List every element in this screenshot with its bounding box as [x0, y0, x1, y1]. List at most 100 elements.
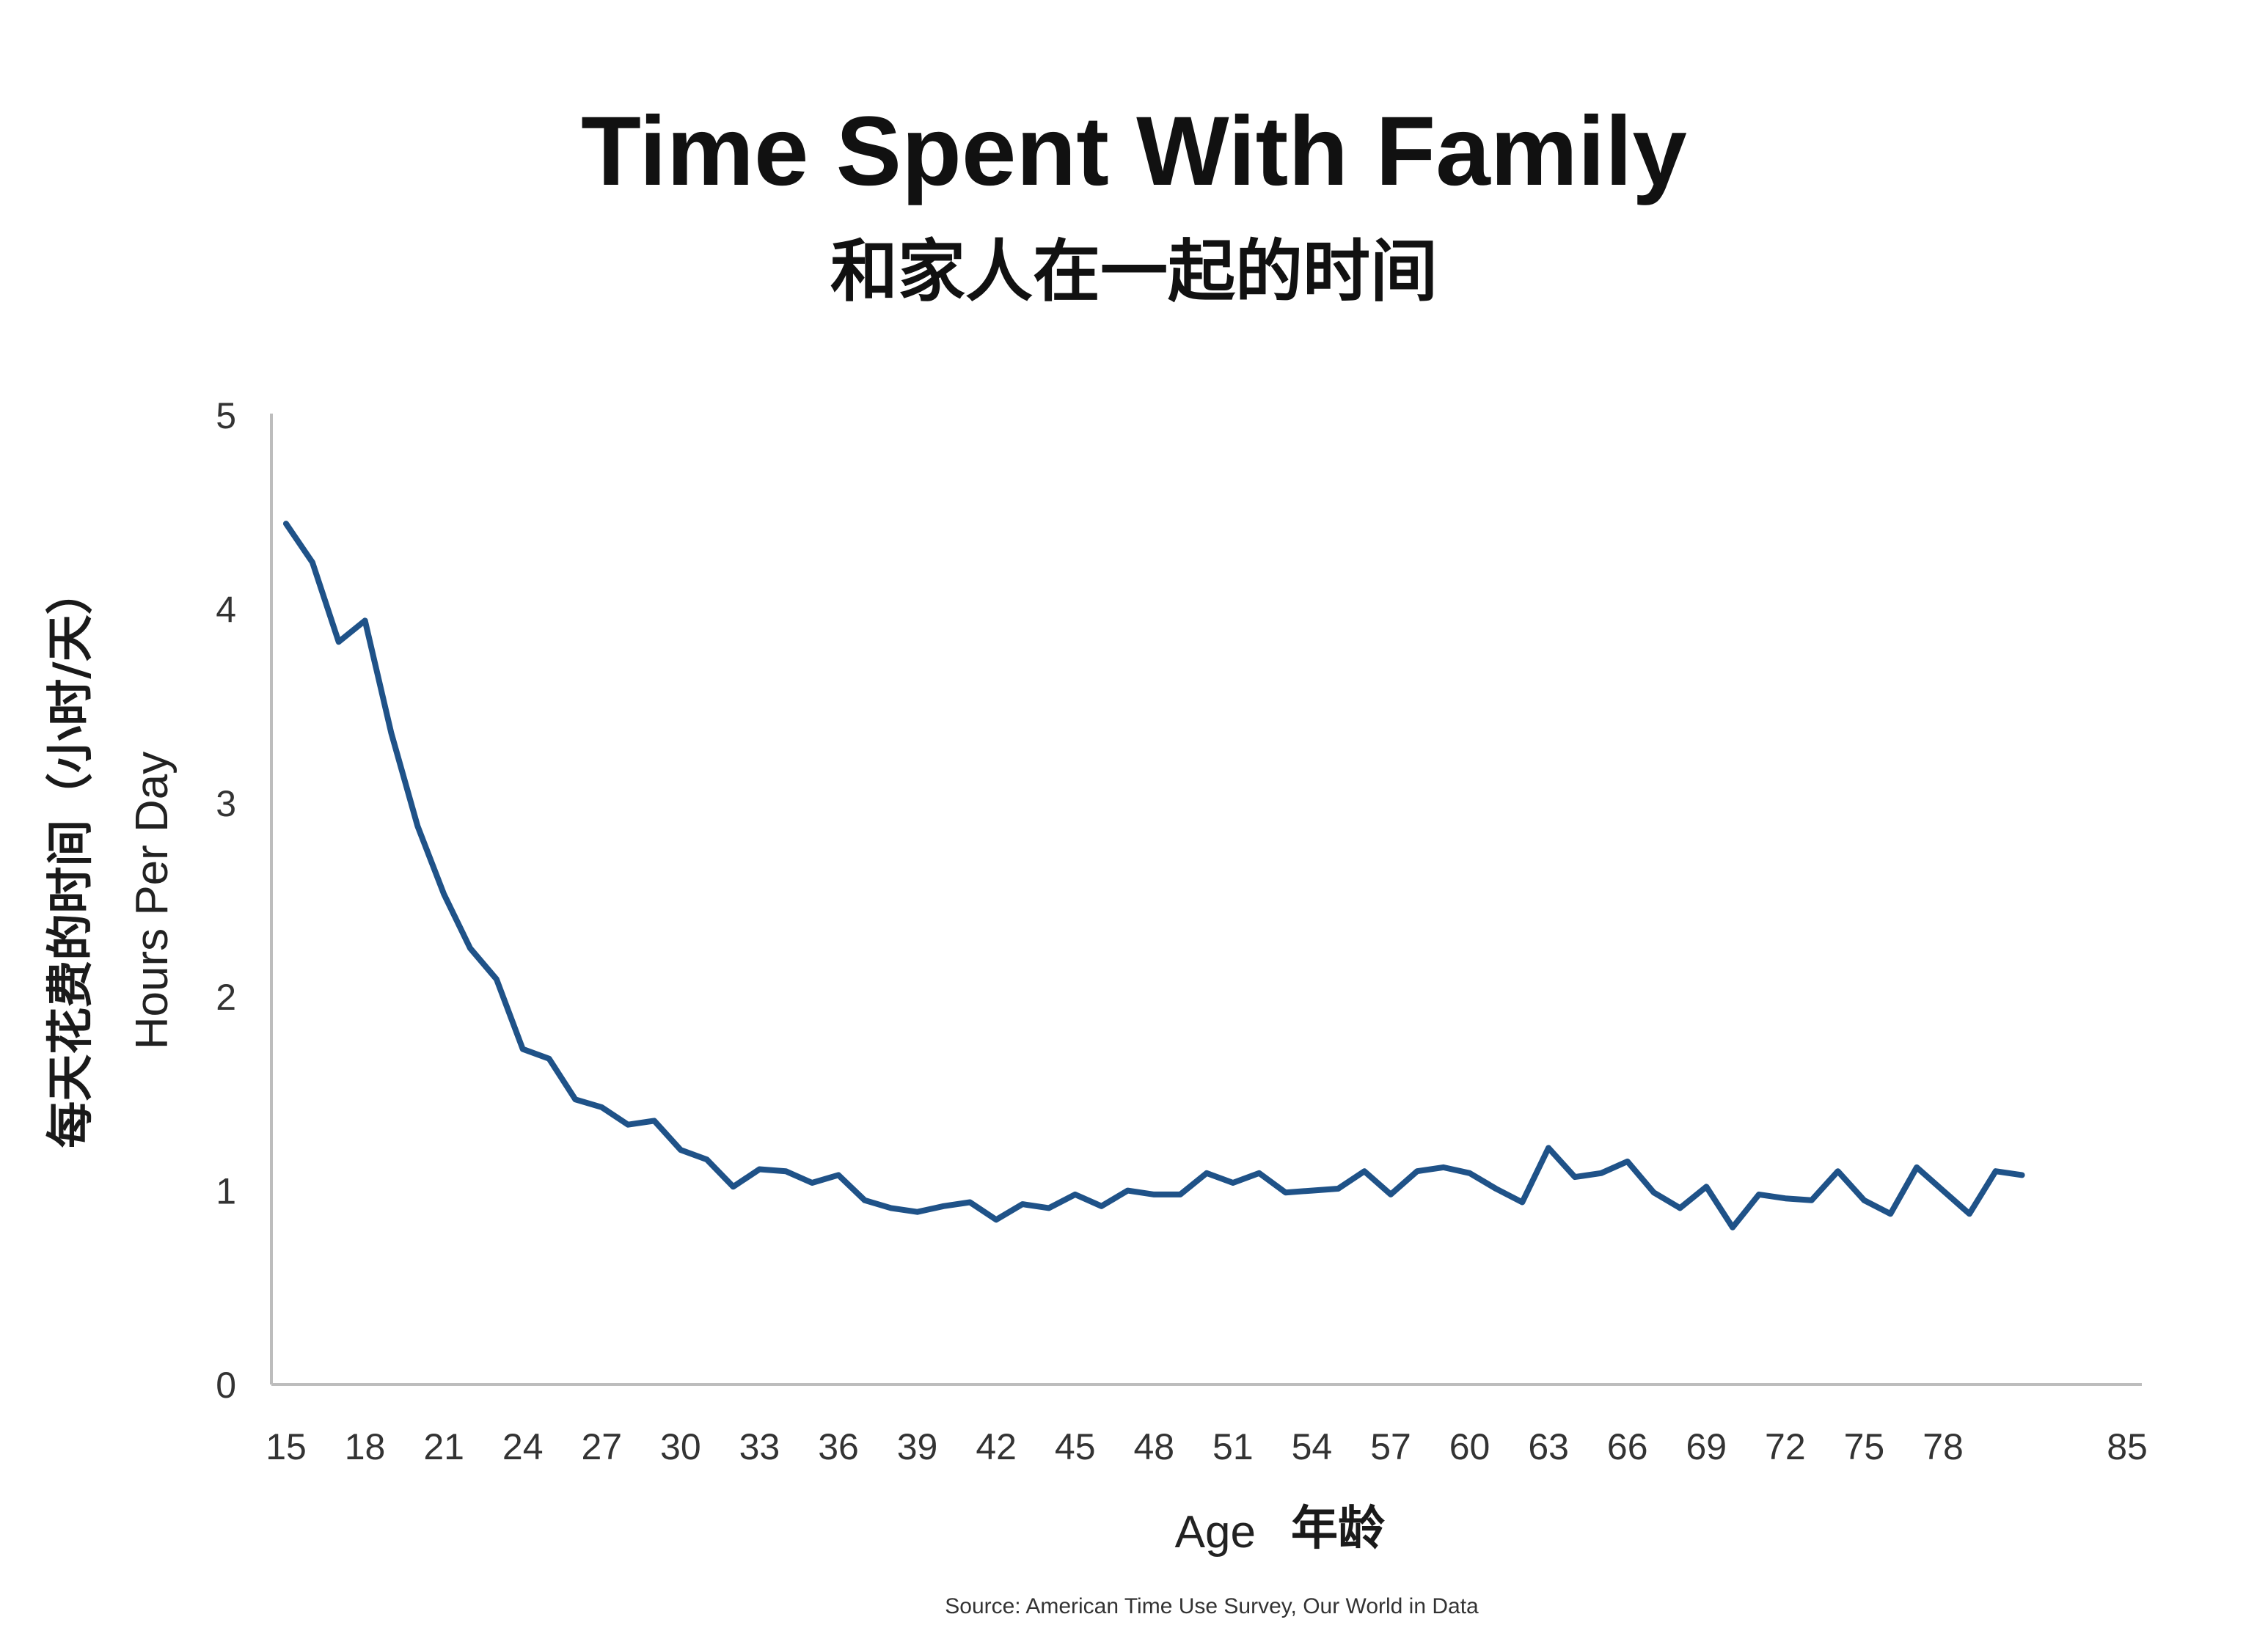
data-point: [626, 1122, 631, 1127]
data-point: [967, 1200, 973, 1205]
x-tick-label: 69: [1686, 1426, 1727, 1467]
data-point: [652, 1118, 656, 1123]
chart-subtitle: 和家人在一起的时间: [830, 232, 1438, 311]
y-tick-label: 4: [216, 589, 236, 630]
data-point: [1336, 1186, 1341, 1191]
data-point: [1862, 1197, 1867, 1203]
data-point: [1389, 1192, 1393, 1197]
x-tick-label: 85: [2107, 1426, 2148, 1467]
data-point: [783, 1169, 789, 1174]
x-tick-label: 48: [1133, 1426, 1174, 1467]
data-point: [941, 1203, 946, 1208]
data-point: [1651, 1190, 1656, 1195]
x-tick-label: 15: [266, 1426, 307, 1467]
data-point: [1520, 1200, 1525, 1205]
data-point: [1020, 1202, 1025, 1207]
data-point: [1835, 1169, 1840, 1174]
source-note: Source: American Time Use Survey, Our Wo…: [945, 1594, 1479, 1618]
y-tick-label: 3: [216, 783, 236, 824]
data-point: [1046, 1206, 1051, 1211]
data-point: [1256, 1170, 1262, 1175]
data-point: [1152, 1192, 1157, 1197]
data-point: [573, 1097, 578, 1102]
x-axis-label: Age: [1175, 1507, 1256, 1558]
data-point: [1467, 1170, 1472, 1175]
data-point: [284, 521, 288, 527]
data-point: [1573, 1175, 1577, 1180]
data-point: [1625, 1159, 1630, 1164]
x-tick-labels: 15 18 21 24 27 30 33 36 39 42 45 48 51 54 57 60 63 66 69 72…: [266, 1426, 2148, 1467]
data-point: [1598, 1170, 1603, 1175]
data-point: [836, 1173, 841, 1178]
x-tick-label: 27: [581, 1426, 622, 1467]
y-axis-label-cn: 每天花费的时间（小时/天）: [43, 568, 98, 1148]
data-point: [1546, 1145, 1551, 1151]
data-point: [888, 1206, 893, 1211]
data-point: [1309, 1188, 1314, 1193]
data-point: [915, 1209, 920, 1214]
data-point: [1099, 1203, 1104, 1208]
x-tick-label: 75: [1844, 1426, 1885, 1467]
x-tick-label: 21: [423, 1426, 464, 1467]
y-tick-label: 2: [216, 977, 236, 1018]
y-tick-label: 0: [216, 1365, 236, 1406]
y-tick-label: 1: [216, 1171, 236, 1212]
data-point: [1230, 1181, 1235, 1185]
data-point: [1757, 1192, 1761, 1197]
series-group: [283, 521, 2025, 1230]
data-point: [442, 892, 447, 897]
data-point: [994, 1217, 999, 1222]
data-point: [1072, 1192, 1078, 1197]
data-point: [731, 1184, 736, 1189]
x-tick-label: 72: [1765, 1426, 1806, 1467]
x-axis-label-cn: 年龄: [1291, 1501, 1385, 1556]
data-point: [704, 1157, 709, 1162]
x-tick-label: 42: [976, 1426, 1017, 1467]
data-point: [862, 1197, 867, 1203]
data-point: [1441, 1164, 1446, 1170]
x-tick-label: 57: [1370, 1426, 1411, 1467]
data-point: [494, 977, 499, 982]
data-point: [415, 824, 420, 829]
data-point: [1967, 1211, 1972, 1217]
data-point: [1204, 1170, 1209, 1175]
x-tick-label: 78: [1923, 1426, 1964, 1467]
data-point: [362, 618, 367, 623]
data-point: [1888, 1211, 1893, 1217]
data-point: [1362, 1169, 1367, 1174]
x-tick-label: 63: [1528, 1426, 1569, 1467]
data-point: [1704, 1184, 1709, 1189]
x-tick-label: 36: [818, 1426, 859, 1467]
data-point: [1993, 1169, 1998, 1174]
data-point: [1125, 1188, 1130, 1193]
chart-title: Time Spent With Family: [581, 97, 1687, 206]
data-point: [468, 946, 472, 951]
data-point: [1730, 1225, 1735, 1230]
x-tick-label: 30: [660, 1426, 701, 1467]
data-point: [310, 560, 315, 565]
data-point: [389, 730, 394, 736]
data-point: [1283, 1190, 1288, 1195]
data-point: [1178, 1192, 1183, 1197]
y-tick-label: 5: [216, 395, 236, 436]
data-point: [1914, 1164, 1920, 1170]
x-tick-label: 18: [345, 1426, 386, 1467]
data-point: [1782, 1196, 1788, 1201]
data-point: [1809, 1197, 1814, 1203]
x-tick-label: 24: [502, 1426, 544, 1467]
data-point: [810, 1181, 815, 1185]
data-point: [1493, 1186, 1499, 1191]
y-axis-label: Hours Per Day: [127, 752, 178, 1050]
x-tick-label: 54: [1292, 1426, 1333, 1467]
data-point: [520, 1046, 525, 1052]
data-point: [546, 1056, 552, 1061]
data-point: [336, 639, 341, 645]
series-line: [283, 521, 2025, 1230]
y-tick-labels: 0 1 2 3 4 5: [216, 395, 236, 1406]
x-tick-label: 39: [897, 1426, 938, 1467]
x-tick-label: 51: [1212, 1426, 1254, 1467]
data-point: [1941, 1188, 1945, 1193]
data-point: [2019, 1173, 2024, 1178]
data-point: [1678, 1206, 1683, 1211]
